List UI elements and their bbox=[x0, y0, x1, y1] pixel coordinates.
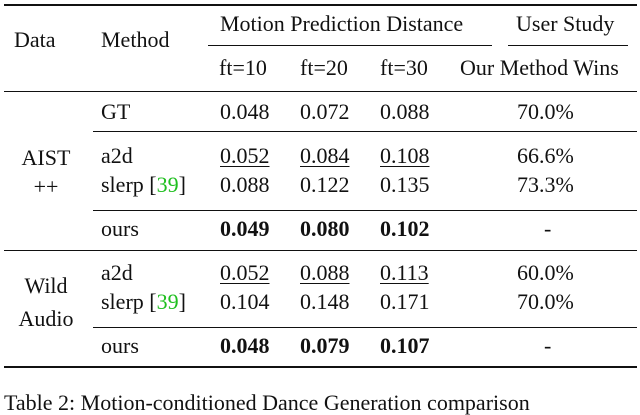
wild-a2d-user-study: 60.0% bbox=[517, 260, 574, 285]
wild-a2d-ft20: 0.088 bbox=[300, 260, 350, 285]
header-our-method-wins: Our Method Wins bbox=[460, 55, 619, 80]
user-study-group-rule bbox=[508, 45, 628, 46]
wild-slerp-citation-link[interactable]: 39 bbox=[156, 289, 179, 314]
table-caption: Table 2: Motion-conditioned Dance Genera… bbox=[4, 390, 530, 415]
wild-ours-rule bbox=[93, 327, 637, 328]
header-data: Data bbox=[14, 27, 56, 52]
header-motion-prediction-distance: Motion Prediction Distance bbox=[220, 11, 464, 36]
wild-a2d-ft30: 0.113 bbox=[380, 260, 429, 285]
aist-label-line2: ++ bbox=[33, 174, 59, 199]
wild-ours-user-study: - bbox=[544, 333, 552, 358]
aist-ours-ft20: 0.080 bbox=[300, 216, 350, 241]
wild-label-line2: Audio bbox=[18, 306, 74, 331]
gt-ft20: 0.072 bbox=[300, 99, 350, 124]
header-ft20: ft=20 bbox=[300, 55, 348, 80]
aist-slerp-method: slerp [39] bbox=[101, 174, 186, 196]
wild-slerp-method: slerp [39] bbox=[101, 291, 186, 313]
mpd-group-rule bbox=[208, 45, 492, 46]
aist-a2d-ft30: 0.108 bbox=[380, 143, 430, 168]
aist-ours-method: ours bbox=[101, 216, 139, 241]
aist-slerp-method-suffix: ] bbox=[178, 172, 186, 197]
top-rule bbox=[4, 4, 637, 6]
aist-ours-user-study: - bbox=[544, 216, 552, 241]
aist-ours-ft10: 0.049 bbox=[220, 216, 270, 241]
aist-label-line1: AIST bbox=[21, 145, 71, 170]
gt-ft10: 0.048 bbox=[220, 99, 270, 124]
aist-ours-rule bbox=[93, 210, 637, 211]
gt-method: GT bbox=[101, 99, 131, 124]
gt-user-study: 70.0% bbox=[517, 99, 574, 124]
aist-slerp-method-prefix: slerp [ bbox=[101, 172, 157, 197]
aist-a2d-ft10: 0.052 bbox=[220, 143, 270, 168]
wild-label-line1: Wild bbox=[24, 273, 68, 298]
wild-a2d-ft10: 0.052 bbox=[220, 260, 270, 285]
aist-slerp-ft30: 0.135 bbox=[380, 172, 430, 197]
aist-a2d-method: a2d bbox=[101, 143, 133, 168]
header-rule bbox=[4, 91, 637, 92]
aist-a2d-user-study: 66.6% bbox=[517, 143, 574, 168]
aist-slerp-citation-link[interactable]: 39 bbox=[156, 172, 179, 197]
header-ft10: ft=10 bbox=[219, 55, 267, 80]
wild-ours-ft20: 0.079 bbox=[300, 333, 350, 358]
wild-ours-ft10: 0.048 bbox=[220, 333, 270, 358]
aist-a2d-ft20: 0.084 bbox=[300, 143, 350, 168]
wild-slerp-ft20: 0.148 bbox=[300, 289, 350, 314]
aist-ours-ft30: 0.102 bbox=[380, 216, 430, 241]
wild-a2d-method: a2d bbox=[101, 260, 133, 285]
header-user-study: User Study bbox=[516, 11, 615, 36]
section-rule bbox=[4, 250, 637, 251]
wild-slerp-ft10: 0.104 bbox=[220, 289, 270, 314]
header-ft30: ft=30 bbox=[380, 55, 428, 80]
wild-slerp-method-prefix: slerp [ bbox=[101, 289, 157, 314]
gt-ft30: 0.088 bbox=[380, 99, 430, 124]
bottom-rule bbox=[4, 366, 637, 368]
header-method: Method bbox=[101, 27, 170, 52]
wild-slerp-method-suffix: ] bbox=[178, 289, 186, 314]
wild-slerp-user-study: 70.0% bbox=[517, 289, 574, 314]
aist-slerp-user-study: 73.3% bbox=[517, 172, 574, 197]
aist-slerp-ft20: 0.122 bbox=[300, 172, 350, 197]
wild-ours-ft30: 0.107 bbox=[380, 333, 430, 358]
wild-ours-method: ours bbox=[101, 333, 139, 358]
wild-slerp-ft30: 0.171 bbox=[380, 289, 430, 314]
gt-rule bbox=[93, 131, 637, 132]
aist-slerp-ft10: 0.088 bbox=[220, 172, 270, 197]
